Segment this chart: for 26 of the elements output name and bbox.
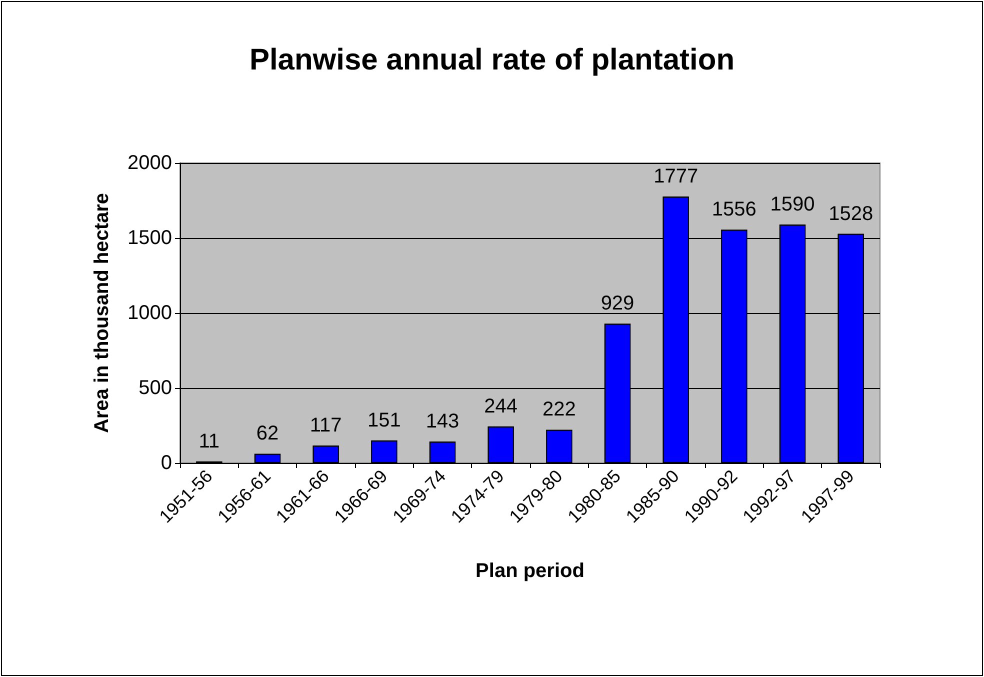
data-label: 11	[198, 430, 220, 452]
data-label: 143	[426, 410, 460, 433]
data-label: 1590	[770, 194, 815, 216]
y-tick-label: 2000	[128, 152, 172, 174]
y-tick-label: 1500	[128, 227, 172, 249]
data-label: 1528	[828, 202, 874, 225]
x-axis-title: Plan period	[476, 560, 584, 582]
data-label: 1777	[654, 165, 698, 188]
y-axis-title: Area in thousand hectare	[91, 192, 113, 434]
y-tick-label: 1000	[128, 302, 172, 324]
bar	[312, 445, 339, 463]
bar	[546, 430, 572, 463]
data-label: 222	[542, 398, 576, 421]
bar	[429, 442, 456, 463]
data-label: 244	[484, 395, 518, 418]
chart-title: Planwise annual rate of plantation	[249, 44, 735, 76]
bar	[488, 426, 514, 463]
bar	[254, 454, 281, 463]
data-label: 62	[256, 422, 279, 445]
y-tick-label: 500	[138, 377, 172, 399]
bar	[371, 440, 398, 463]
data-label: 1556	[712, 198, 756, 221]
data-label: 117	[310, 414, 342, 436]
data-label: 929	[600, 292, 634, 315]
data-label: 151	[367, 409, 401, 432]
y-tick-label: 0	[160, 452, 172, 474]
